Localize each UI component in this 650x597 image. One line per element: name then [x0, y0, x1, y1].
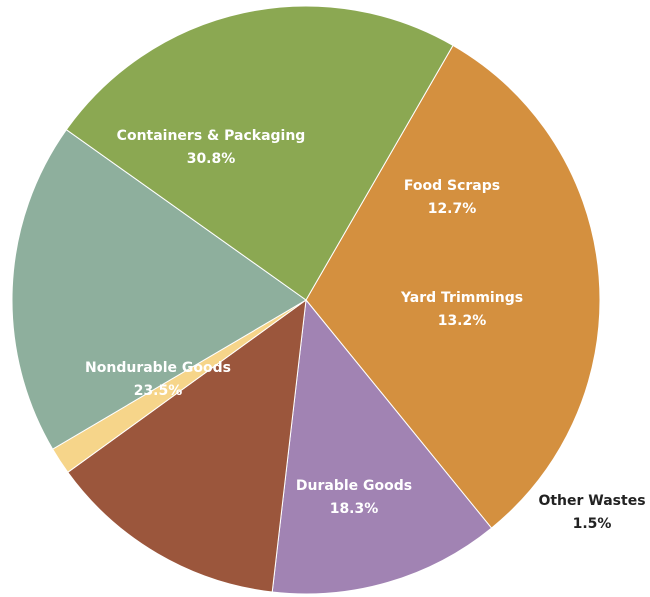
pie-slice-containers-and-packaging	[305, 44, 601, 529]
slice-value: 13.2%	[438, 313, 487, 329]
slice-value: 18.3%	[330, 501, 379, 517]
slice-label-nondurable-goods: Nondurable Goods 23.5%	[85, 360, 231, 399]
slice-name: Yard Trimmings	[400, 290, 523, 306]
pie-slice-nondurable-goods	[65, 5, 454, 301]
slice-label-other-wastes: Other Wastes 1.5%	[538, 493, 645, 532]
slice-name: Other Wastes	[538, 493, 645, 509]
pie-slice-durable-goods	[11, 128, 307, 450]
slice-name: Food Scraps	[404, 178, 500, 194]
slice-value: 12.7%	[428, 201, 477, 217]
slice-value: 23.5%	[134, 383, 183, 399]
pie-slice-food-scraps	[271, 298, 493, 595]
slice-name: Nondurable Goods	[85, 360, 231, 376]
slice-value: 1.5%	[573, 516, 612, 532]
slice-label-food-scraps: Food Scraps 12.7%	[404, 178, 500, 217]
pie-slice-yard-trimmings	[67, 298, 307, 593]
slice-label-durable-goods: Durable Goods 18.3%	[296, 478, 412, 517]
slice-name: Containers & Packaging	[117, 128, 306, 144]
slice-value: 30.8%	[187, 151, 236, 167]
slice-name: Durable Goods	[296, 478, 412, 494]
slice-label-containers-and-packaging: Containers & Packaging 30.8%	[117, 128, 306, 167]
slice-label-yard-trimmings: Yard Trimmings 13.2%	[400, 290, 523, 329]
